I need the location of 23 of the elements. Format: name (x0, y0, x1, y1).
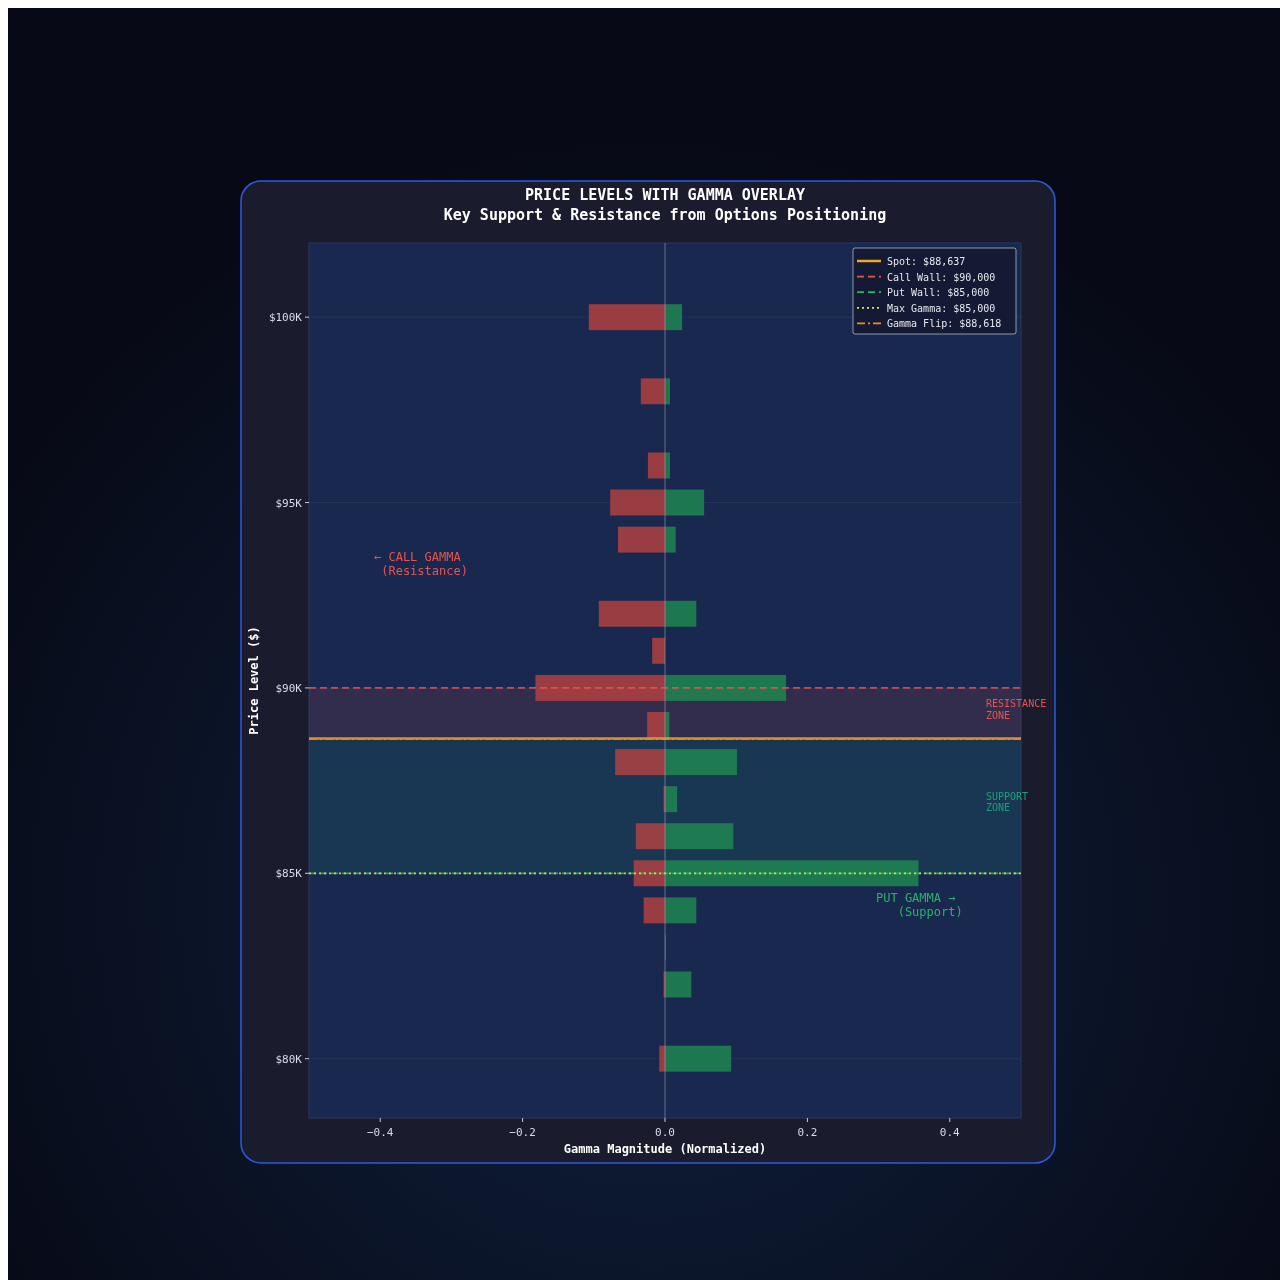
x-tick-label: −0.4 (366, 1126, 394, 1139)
annotation: PUT GAMMA → (Support) (876, 891, 963, 919)
y-tick-label: $100K (268, 311, 303, 325)
y-tick-label: $85K (275, 867, 303, 881)
chart-subtitle: Key Support & Resistance from Options Positioning (443, 206, 887, 224)
x-tick-label: 0.2 (797, 1126, 818, 1139)
x-tick-label: 0.4 (939, 1126, 961, 1139)
legend-label: Gamma Flip: $88,618 (887, 318, 1002, 330)
legend-label: Max Gamma: $85,000 (887, 302, 996, 314)
y-tick-label: $90K (275, 681, 303, 695)
legend-label: Call Wall: $90,000 (887, 271, 996, 283)
y-tick-label: $95K (275, 496, 303, 510)
x-tick-label: 0.0 (655, 1126, 675, 1139)
annotation: ← CALL GAMMA (Resistance) (374, 550, 468, 578)
x-axis-title: Gamma Magnitude (Normalized) (563, 1142, 767, 1156)
chart-title: PRICE LEVELS WITH GAMMA OVERLAY (525, 186, 805, 204)
x-tick-label: −0.2 (509, 1126, 536, 1139)
legend-label: Put Wall: $85,000 (887, 287, 990, 299)
band-label: SUPPORT ZONE (986, 790, 1029, 814)
band-label: RESISTANCE ZONE (986, 698, 1047, 721)
legend-label: Spot: $88,637 (887, 256, 966, 267)
y-tick-label: $80K (275, 1052, 303, 1066)
y-axis-title: Price Level ($) (247, 626, 261, 735)
